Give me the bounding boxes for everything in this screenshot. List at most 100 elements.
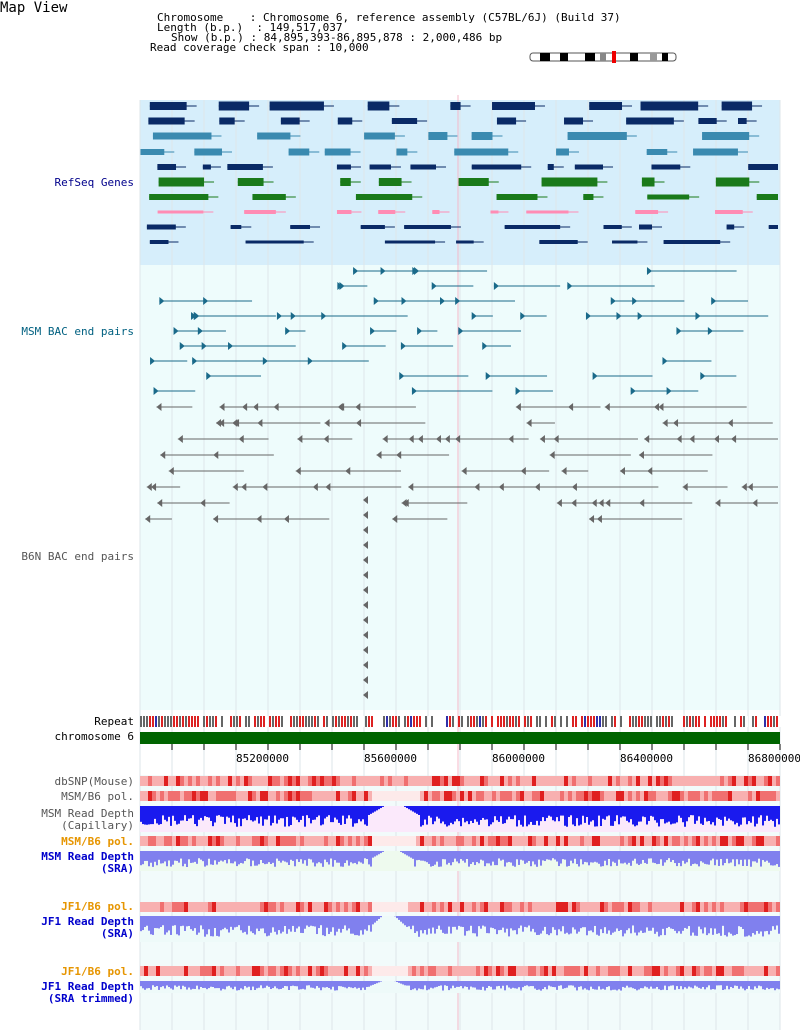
polymorphism-cell: [220, 836, 224, 846]
depth-bar: [278, 851, 280, 861]
depth-bar: [140, 981, 142, 987]
polymorphism-cell: [720, 902, 724, 912]
polymorphism-cell: [544, 836, 548, 846]
repeat-element: [290, 716, 292, 727]
depth-bar: [550, 981, 552, 987]
depth-bar: [734, 851, 736, 867]
depth-bar: [442, 981, 444, 991]
polymorphism-cell: [328, 902, 332, 912]
polymorphism-cell: [280, 966, 284, 976]
depth-bar: [630, 851, 632, 866]
polymorphism-cell: [444, 836, 448, 846]
depth-bar: [626, 916, 628, 931]
dbsnp-label[interactable]: dbSNP(Mouse): [54, 775, 134, 788]
depth-bar: [516, 806, 518, 827]
depth-bar: [172, 981, 174, 990]
msm-b6-pol-label[interactable]: MSM/B6 pol.: [61, 790, 134, 803]
depth-bar: [338, 916, 340, 929]
msm-bac-label[interactable]: MSM BAC end pairs: [21, 325, 134, 338]
refseq-genes-label[interactable]: RefSeq Genes: [54, 176, 134, 189]
jf1-b6-pol-2-label[interactable]: JF1/B6 pol.: [61, 965, 134, 978]
depth-bar: [240, 851, 242, 863]
polymorphism-cell: [448, 776, 452, 786]
depth-bar: [242, 981, 244, 990]
depth-bar: [412, 981, 414, 990]
depth-bar: [574, 981, 576, 988]
b6n-bac-end: [556, 499, 562, 507]
polymorphism-cell: [636, 776, 640, 786]
depth-bar: [668, 981, 670, 987]
depth-bar: [594, 806, 596, 827]
depth-bar: [404, 916, 406, 926]
depth-bar: [774, 916, 776, 930]
jf1-b6-pol-label[interactable]: JF1/B6 pol.: [61, 900, 134, 913]
polymorphism-cell: [372, 966, 376, 976]
jf1-depth-sra-label[interactable]: JF1 Read Depth (SRA): [41, 915, 134, 940]
depth-bar: [530, 981, 532, 987]
polymorphism-cell: [624, 791, 628, 801]
polymorphism-cell: [428, 836, 432, 846]
msm-depth-capillary-label[interactable]: MSM Read Depth (Capillary): [41, 807, 134, 832]
depth-bar: [238, 981, 240, 991]
depth-bar: [662, 916, 664, 929]
b6n-bac-end: [253, 403, 259, 411]
repeat-element: [293, 716, 295, 727]
depth-bar: [492, 851, 494, 862]
depth-bar: [396, 916, 398, 919]
polymorphism-cell: [192, 776, 196, 786]
polymorphism-cell: [456, 966, 460, 976]
polymorphism-cell: [760, 776, 764, 786]
polymorphism-cell: [300, 902, 304, 912]
depth-bar: [224, 981, 226, 990]
depth-bar: [576, 916, 578, 934]
polymorphism-cell: [380, 776, 384, 786]
depth-bar: [568, 916, 570, 935]
depth-bar: [178, 981, 180, 986]
depth-bar: [570, 981, 572, 986]
depth-bar: [280, 851, 282, 863]
polymorphism-cell: [588, 966, 592, 976]
depth-bar: [282, 806, 284, 819]
depth-bar: [542, 981, 544, 990]
depth-bar: [200, 806, 202, 818]
depth-bar: [608, 981, 610, 987]
msm-bac-end: [700, 372, 706, 380]
polymorphism-cell: [292, 966, 296, 976]
msm-bac-end: [285, 327, 291, 335]
repeat-element: [749, 716, 751, 727]
depth-bar: [440, 981, 442, 986]
depth-bar: [314, 981, 316, 989]
depth-bar: [428, 981, 430, 990]
gene-exon: [227, 164, 263, 170]
b6n-bac-label[interactable]: B6N BAC end pairs: [21, 550, 134, 563]
gene-exon: [237, 178, 264, 186]
depth-bar: [254, 916, 256, 935]
depth-bar: [198, 981, 200, 990]
msm-b6-pol-2-label[interactable]: MSM/B6 pol.: [61, 835, 134, 848]
depth-bar: [258, 806, 260, 824]
polymorphism-cell: [512, 836, 516, 846]
jf1-depth-trimmed-label[interactable]: JF1 Read Depth (SRA trimmed): [41, 980, 134, 1005]
polymorphism-cell: [280, 836, 284, 846]
gene-exon: [450, 102, 461, 110]
depth-bar: [484, 806, 486, 820]
depth-bar: [776, 916, 778, 926]
depth-bar: [564, 851, 566, 860]
polymorphism-cell: [228, 836, 232, 846]
depth-bar: [506, 806, 508, 820]
msm-depth-sra-label[interactable]: MSM Read Depth (SRA): [41, 850, 134, 875]
depth-bar: [336, 851, 338, 863]
depth-bar: [604, 851, 606, 861]
depth-bar: [726, 851, 728, 859]
depth-bar: [242, 806, 244, 819]
polymorphism-cell: [656, 836, 660, 846]
depth-bar: [656, 981, 658, 987]
depth-bar: [240, 916, 242, 931]
polymorphism-cell: [148, 902, 152, 912]
polymorphism-cell: [304, 791, 308, 801]
polymorphism-cell: [584, 836, 588, 846]
polymorphism-cell: [648, 776, 652, 786]
depth-bar: [430, 806, 432, 818]
depth-bar: [248, 981, 250, 987]
